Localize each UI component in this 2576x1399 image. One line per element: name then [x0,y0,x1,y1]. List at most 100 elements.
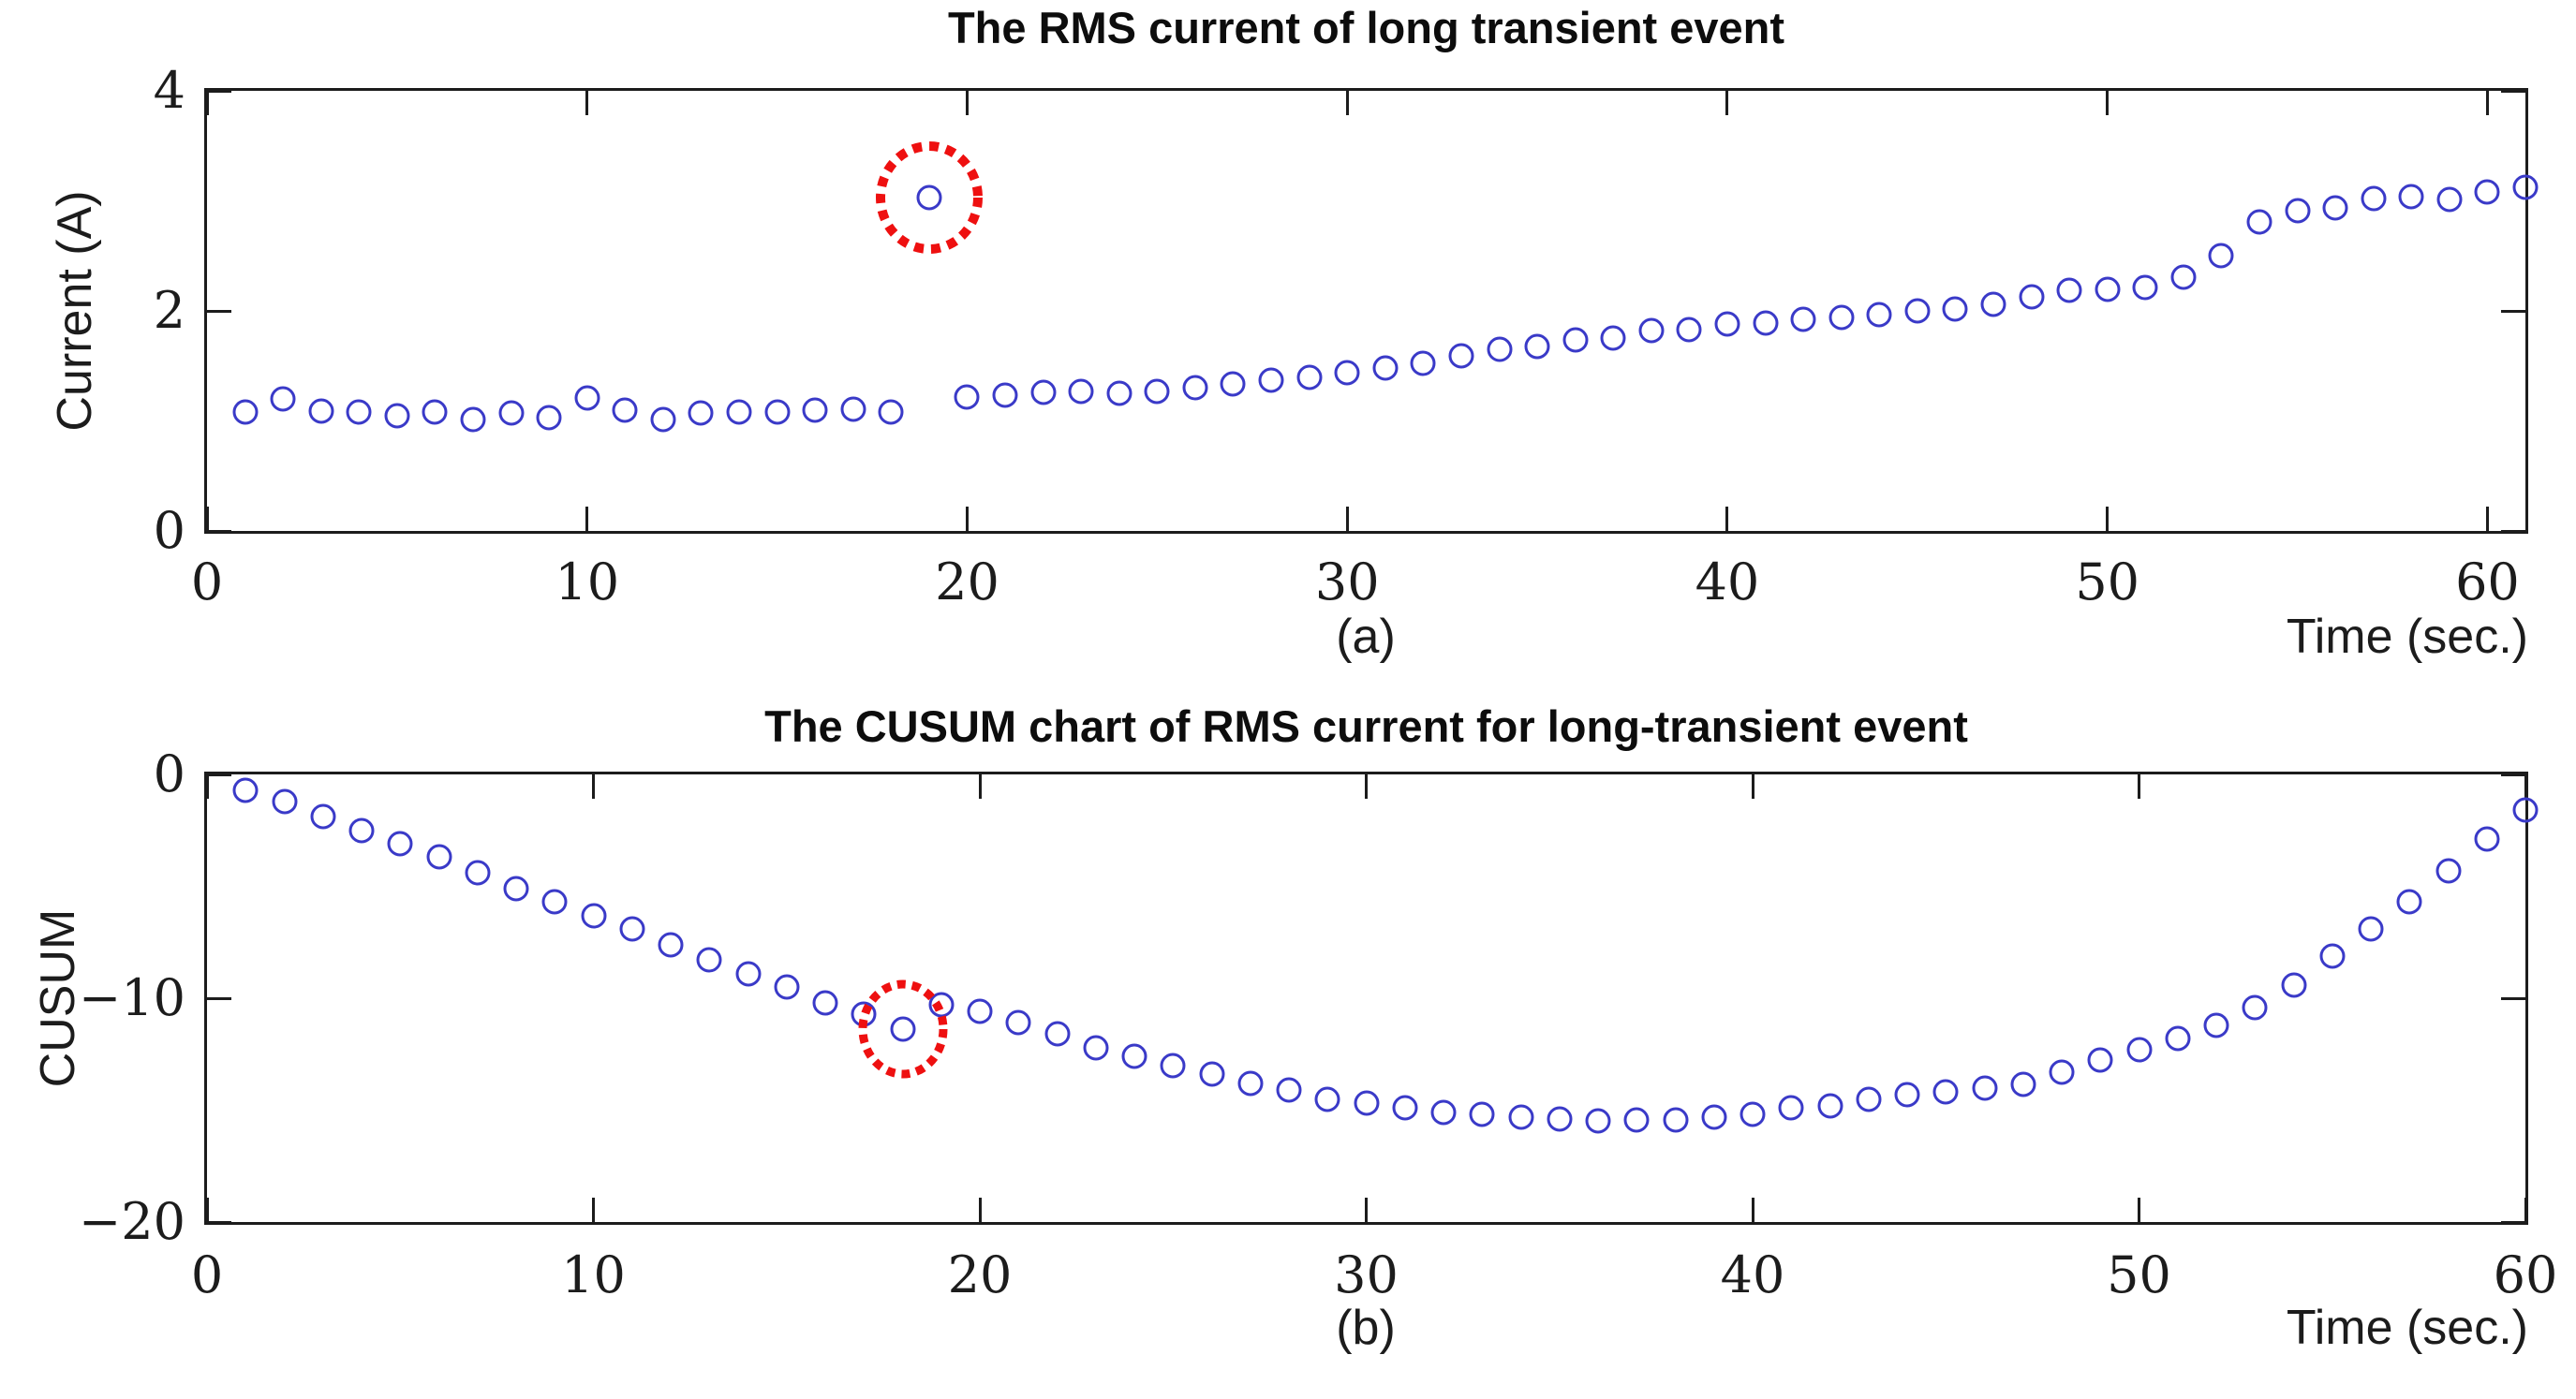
data-point [916,184,942,211]
data-point [1676,317,1702,343]
data-point [581,903,606,929]
y-tick-mark [207,996,231,1000]
data-point [426,844,452,870]
data-point [954,384,980,410]
y-tick-label: 2 [153,281,185,340]
data-point [1237,1070,1264,1097]
data-point [2358,916,2384,942]
y-tick-label: −20 [79,1192,185,1251]
data-point [1160,1053,1186,1079]
data-point [1817,1093,1843,1119]
data-point [764,399,791,425]
data-point [503,876,529,902]
data-point [2398,184,2424,210]
data-point [1932,1079,1959,1105]
data-point [812,990,838,1016]
x-tick-mark [205,91,209,115]
data-point [2087,1047,2113,1073]
data-point [460,406,486,433]
panel-b-x-axis-label: Time (sec.) [2286,1301,2528,1355]
data-point [2132,274,2158,301]
data-point [2246,209,2273,235]
y-tick-label: 0 [153,501,185,560]
y-tick-mark [207,773,231,776]
y-tick-mark [2501,1220,2525,1224]
data-point [1392,1095,1418,1121]
data-point [840,396,866,422]
x-tick-mark [585,91,589,115]
y-tick-mark [2501,529,2525,533]
x-tick-label: 10 [561,1245,626,1304]
data-point [2361,185,2387,212]
data-point [1972,1075,1997,1101]
data-point [232,399,259,425]
data-point [1044,1021,1070,1047]
data-point [1508,1104,1533,1130]
data-point [1904,298,1931,324]
data-point [1314,1086,1340,1112]
data-point [735,961,761,987]
x-tick-mark [205,507,209,531]
data-point [2242,994,2268,1021]
data-point [1714,311,1740,337]
x-tick-label: 20 [935,552,999,611]
x-tick-mark [1365,774,1368,799]
panel-a-x-axis-label: Time (sec.) [2286,610,2528,664]
x-tick-mark [2524,774,2527,799]
data-point [802,397,828,423]
data-point [1740,1101,1766,1127]
data-point [928,992,955,1018]
data-point [1547,1106,1573,1132]
x-tick-mark [1345,507,1349,531]
data-point [2322,195,2348,221]
x-tick-label: 50 [2107,1245,2171,1304]
data-point [2208,243,2234,269]
x-tick-mark [205,774,209,799]
data-point [272,788,297,815]
x-tick-label: 30 [1314,552,1380,611]
y-tick-label: 4 [153,61,185,120]
data-point [2165,1025,2191,1052]
x-tick-mark [592,774,595,799]
panel-b-plot-area [204,772,2539,1225]
data-point [498,400,525,426]
data-point [890,1016,915,1042]
panel-a-title: The RMS current of long transient event [947,3,1785,52]
y-tick-mark [207,309,231,313]
data-point [346,399,372,425]
data-point [1524,333,1550,360]
data-point [696,947,722,973]
data-point [541,889,568,915]
data-point [1942,296,1968,322]
data-point [658,932,684,958]
data-point [1106,380,1133,406]
y-tick-mark [2501,996,2525,1000]
data-point [2126,1037,2152,1063]
data-point [2285,198,2311,224]
data-point [1144,378,1170,405]
x-tick-label: 10 [555,552,620,611]
y-tick-mark [2501,773,2525,776]
data-point [992,382,1018,408]
x-tick-mark [965,91,969,115]
data-point [1121,1043,1147,1069]
data-point [310,803,336,830]
data-point [2056,277,2082,303]
panel-b-caption: (b) [1336,1301,1396,1355]
data-point [1276,1077,1302,1103]
data-point [1894,1082,1920,1108]
highlight-circle [858,979,947,1079]
x-tick-mark [1365,1198,1368,1222]
x-tick-mark [205,1198,209,1222]
x-tick-mark [2106,91,2110,115]
data-point [878,399,904,425]
x-tick-mark [2106,507,2110,531]
panel-b-title: The CUSUM chart of RMS current for long-… [764,701,1968,751]
data-point [2319,943,2346,969]
data-point [1430,1099,1457,1126]
data-point [2436,186,2463,213]
data-point [1068,378,1094,405]
data-point [1623,1107,1650,1133]
data-point [1562,327,1589,353]
